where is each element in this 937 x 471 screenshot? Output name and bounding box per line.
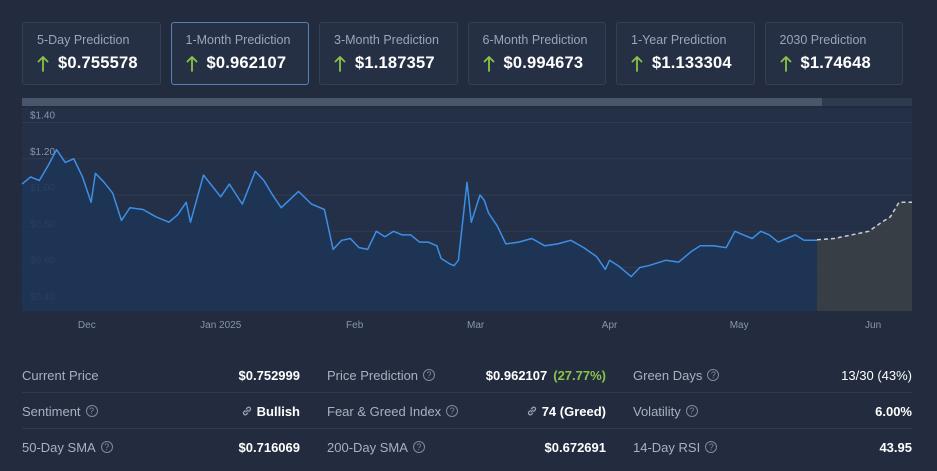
prediction-card-label: 6-Month Prediction (482, 33, 588, 47)
prediction-line (816, 201, 912, 241)
prediction-card-value: $1.133304 (652, 54, 732, 72)
link-icon (527, 406, 536, 416)
up-arrow-icon (631, 55, 643, 72)
stat-value: 6.00% (875, 403, 912, 419)
price-chart: $1.40$1.20$1.00$0.80$0.60$0.40DecJan 202… (21, 108, 912, 331)
stat-green-days: Green Days? 13/30 (43%) (633, 357, 912, 393)
stat-sma200: 200-Day SMA? $0.672691 (327, 429, 606, 465)
x-tick-label: Apr (602, 320, 618, 331)
x-tick-label: Mar (467, 320, 485, 331)
help-circle-icon[interactable]: ? (412, 441, 425, 453)
prediction-card[interactable]: 5-Day Prediction $0.755578 (22, 22, 161, 85)
prediction-area (817, 202, 912, 311)
stat-value: $0.716069 (238, 439, 300, 455)
prediction-card-label: 1-Month Prediction (185, 33, 291, 47)
y-tick-label: $1.40 (30, 111, 55, 122)
up-arrow-icon (780, 55, 791, 72)
x-tick-label: May (730, 320, 749, 331)
stats-row-1: Current Price $0.752999 Price Prediction… (22, 357, 912, 393)
stat-volatility: Volatility? 6.00% (633, 393, 912, 429)
prediction-card-value: $0.962107 (206, 54, 287, 72)
y-tick-label: $1.20 (30, 147, 55, 158)
stat-sma50: 50-Day SMA? $0.716069 (22, 429, 300, 465)
stats-row-3: 50-Day SMA? $0.716069 200-Day SMA? $0.67… (22, 429, 912, 465)
prediction-card[interactable]: 1-Month Prediction $0.962107 (170, 22, 309, 85)
price-area (22, 149, 817, 311)
prediction-card[interactable]: 2030 Prediction $1.74648 (764, 22, 903, 85)
up-arrow-icon (186, 55, 197, 72)
prediction-card-label: 5-Day Prediction (37, 33, 130, 47)
stat-label: Volatility (633, 403, 681, 419)
stat-value: $0.752999 (238, 367, 300, 383)
help-circle-icon[interactable]: ? (100, 441, 113, 453)
stat-value: 13/30 (43%) (841, 367, 912, 383)
stat-price-prediction: Price Prediction? $0.962107 (27.77%) (327, 357, 606, 393)
prediction-card-label: 3-Month Prediction (334, 33, 439, 47)
stat-value: 43.95 (879, 439, 912, 455)
x-tick-label: Jan 2025 (200, 320, 242, 331)
chart-range-thumb[interactable] (22, 98, 822, 106)
stat-change: (27.77%) (553, 367, 606, 383)
stat-value: $0.672691 (544, 439, 606, 455)
help-circle-icon[interactable]: ? (423, 369, 436, 381)
prediction-cards: 5-Day Prediction $0.755578 1-Month Predict… (22, 22, 903, 85)
x-tick-label: Dec (78, 320, 96, 331)
stat-label: Price Prediction (327, 367, 419, 383)
stat-fear-greed: Fear & Greed Index? 74 (Greed) (327, 393, 606, 429)
prediction-card-value: $1.187357 (355, 54, 435, 72)
up-arrow-icon (334, 55, 346, 72)
chart-range-scrollbar[interactable] (22, 98, 912, 106)
stat-label: Fear & Greed Index (327, 403, 442, 419)
stats-row-2: Sentiment? Bullish Fear & Greed Index? 7… (22, 393, 912, 429)
help-circle-icon[interactable]: ? (85, 405, 98, 417)
prediction-card[interactable]: 3-Month Prediction $1.187357 (319, 22, 458, 85)
help-circle-icon[interactable]: ? (446, 405, 459, 417)
stat-value: Bullish (256, 403, 300, 419)
up-arrow-icon (483, 55, 494, 72)
stat-value: 74 (Greed) (541, 403, 606, 419)
stat-current-price: Current Price $0.752999 (22, 357, 300, 393)
help-circle-icon[interactable]: ? (685, 405, 698, 417)
price-line (21, 148, 817, 278)
stat-label: Green Days (633, 367, 703, 383)
stat-label: 200-Day SMA (327, 439, 408, 455)
up-arrow-icon (37, 55, 49, 72)
stat-sentiment: Sentiment? Bullish (22, 393, 300, 429)
stat-label: 50-Day SMA (22, 439, 96, 455)
prediction-card[interactable]: 6-Month Prediction $0.994673 (467, 22, 606, 85)
stat-rsi14: 14-Day RSI? 43.95 (633, 429, 912, 465)
help-circle-icon[interactable]: ? (705, 441, 718, 453)
prediction-card-value: $0.994673 (503, 54, 584, 72)
stat-value: $0.962107 (485, 367, 548, 383)
prediction-card[interactable]: 1-Year Prediction $1.133304 (616, 22, 755, 85)
prediction-card-value: $1.74648 (800, 54, 871, 72)
x-tick-label: Feb (346, 320, 364, 331)
x-tick-label: Jun (865, 320, 881, 331)
stat-label: 14-Day RSI (633, 439, 701, 455)
help-circle-icon[interactable]: ? (707, 369, 720, 381)
stat-label: Current Price (22, 367, 99, 383)
prediction-card-label: 1-Year Prediction (631, 33, 727, 47)
stat-label: Sentiment (22, 403, 81, 419)
prediction-card-value: $0.755578 (58, 54, 138, 72)
link-icon (242, 406, 251, 416)
prediction-card-label: 2030 Prediction (779, 33, 867, 47)
